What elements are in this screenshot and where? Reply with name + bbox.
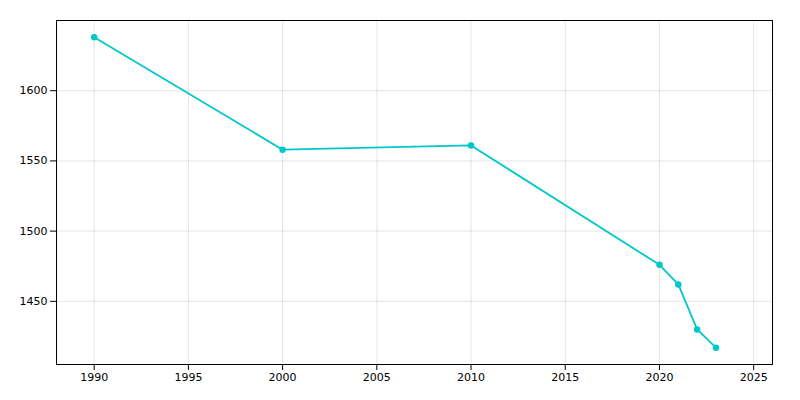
svg-text:2020: 2020 <box>645 371 673 384</box>
svg-text:1990: 1990 <box>80 371 108 384</box>
svg-text:1450: 1450 <box>20 295 48 308</box>
svg-text:2025: 2025 <box>740 371 768 384</box>
svg-text:1600: 1600 <box>20 84 48 97</box>
svg-text:1500: 1500 <box>20 225 48 238</box>
svg-text:2010: 2010 <box>457 371 485 384</box>
svg-text:2015: 2015 <box>551 371 579 384</box>
svg-text:2000: 2000 <box>269 371 297 384</box>
svg-text:2005: 2005 <box>363 371 391 384</box>
svg-text:1550: 1550 <box>20 154 48 167</box>
svg-text:1995: 1995 <box>174 371 202 384</box>
